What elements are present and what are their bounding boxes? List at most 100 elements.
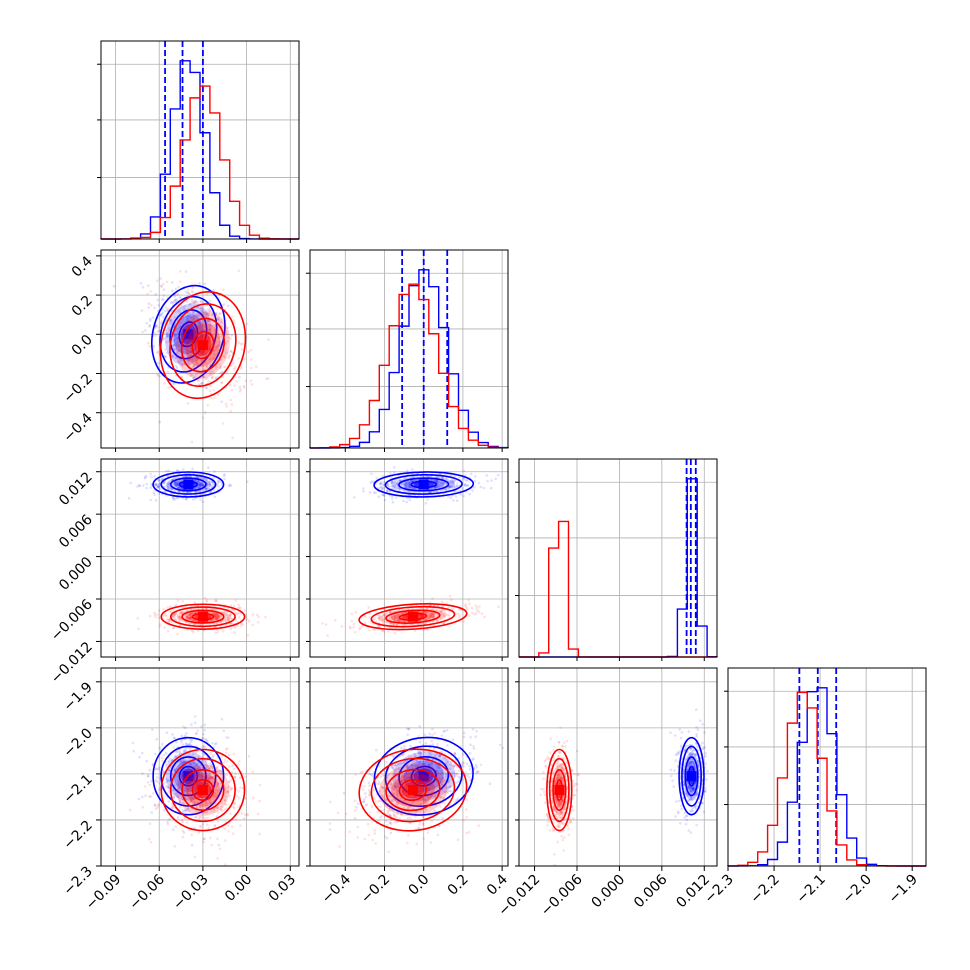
contour-series-0-level-2	[160, 745, 217, 807]
x-tick-label-1-1: −0.2	[358, 872, 393, 907]
histogram-panel-1	[309, 249, 509, 449]
contour-series-0-level-3	[678, 736, 705, 816]
density-peak-series-1	[554, 785, 565, 796]
panel-grid	[101, 668, 299, 867]
y-tick-label-2-3: 0.006	[56, 512, 96, 552]
density-peak-series-1	[407, 611, 418, 622]
density-peak-series-1	[197, 340, 208, 351]
contour-series-1-level-3	[160, 603, 246, 630]
density-peak-series-1	[407, 785, 418, 796]
contour-series-0-level-3	[151, 284, 226, 384]
x-tick-label-0-2: −0.03	[170, 872, 212, 914]
contour-series-1-level-0	[191, 330, 215, 360]
y-tick-label-3-2: −2.1	[60, 771, 95, 806]
contour-series-1-level-2	[169, 606, 236, 628]
x-tick-label-2-2: 0.000	[589, 872, 629, 912]
contour-series-0-level-0	[178, 321, 199, 348]
scatter-panel-0-1	[100, 249, 300, 449]
y-tick-label-2-4: 0.012	[56, 469, 96, 509]
contour-series-1-level-1	[552, 768, 567, 812]
x-tick-label-3-1: −2.2	[748, 872, 783, 907]
contour-series-0-level-1	[169, 756, 207, 797]
x-tick-label-2-1: −0.006	[538, 871, 586, 919]
scatter-panel-content	[321, 466, 500, 637]
x-tick-label-1-4: 0.4	[484, 871, 511, 898]
y-tick-label-3-3: −2.0	[60, 725, 95, 760]
x-tick-label-1-0: −0.4	[319, 871, 354, 906]
scatter-panel-2-3	[518, 667, 718, 867]
contour-series-0-level-3	[373, 471, 475, 498]
contour-series-1-level-1	[181, 768, 225, 812]
y-tick-label-2-2: 0.000	[56, 554, 96, 594]
contour-series-1-level-3	[160, 748, 246, 832]
panel-grid	[310, 250, 508, 448]
density-peak-series-1	[197, 611, 208, 622]
y-tick-label-2-0: −0.012	[48, 639, 96, 687]
scatter-panel-content	[328, 725, 508, 854]
contour-series-0-level-1	[684, 756, 699, 797]
contour-series-0-level-0	[178, 765, 198, 787]
contour-series-1-level-1	[385, 768, 441, 812]
contour-series-0-level-0	[178, 480, 198, 489]
contour-series-1-level-2	[169, 757, 236, 823]
contour-series-1-level-2	[370, 605, 456, 628]
y-tick-label-2-1: −0.006	[48, 596, 96, 644]
scatter-panel-0-2	[100, 458, 300, 658]
x-tick-label-1-2: 0.0	[405, 872, 432, 899]
contour-series-0-level-0	[687, 765, 696, 787]
density-peak-series-0	[686, 771, 697, 782]
x-tick-label-0-4: 0.03	[266, 872, 299, 905]
contour-series-0-level-2	[159, 295, 218, 373]
scatter-points-series-1	[328, 727, 483, 854]
x-tick-label-2-3: 0.006	[631, 871, 671, 911]
histogram-series-0	[309, 269, 509, 449]
contour-series-1-level-1	[180, 317, 225, 373]
contour-series-1-level-0	[398, 612, 428, 621]
scatter-panel-content	[539, 708, 709, 866]
x-tick-label-3-3: −2.0	[840, 872, 875, 907]
y-tick-label-1-1: −0.2	[60, 371, 95, 406]
y-tick-label-3-4: −1.9	[60, 679, 95, 714]
y-tick-label-1-0: −0.4	[60, 410, 95, 445]
y-tick-label-1-3: 0.2	[69, 293, 96, 320]
scatter-panel-content	[127, 466, 267, 637]
contour-series-1-level-3	[358, 748, 468, 832]
histogram-series-1	[309, 283, 509, 449]
y-tick-label-1-2: 0.0	[69, 332, 96, 359]
scatter-panel-content	[112, 269, 270, 444]
x-tick-label-3-4: −1.9	[886, 872, 921, 907]
panel-grid	[101, 41, 299, 239]
contour-series-1-level-3	[159, 291, 247, 400]
contour-series-1-level-3	[358, 603, 468, 631]
density-peak-series-0	[183, 329, 194, 340]
histogram-panel-3	[727, 667, 927, 867]
scatter-panel-0-3	[100, 667, 300, 867]
contour-series-1-level-2	[370, 757, 456, 823]
scatter-panel-1-2	[309, 458, 509, 658]
contour-series-1-level-2	[169, 303, 237, 387]
contour-series-0-level-3	[373, 736, 474, 816]
x-tick-label-0-1: −0.06	[126, 871, 168, 913]
contour-series-1-level-2	[548, 757, 570, 823]
scatter-panel-1-3	[309, 667, 509, 867]
contour-series-0-level-1	[398, 477, 450, 492]
histogram-panel-2	[518, 458, 718, 658]
contour-series-0-level-2	[384, 474, 463, 495]
scatter-panel-content	[128, 715, 262, 866]
panel-grid	[519, 459, 717, 657]
contour-series-1-level-1	[181, 609, 225, 624]
contour-series-0-level-2	[160, 474, 217, 495]
contour-series-1-level-0	[398, 779, 428, 802]
contour-series-0-level-0	[410, 480, 437, 489]
contour-series-0-level-3	[152, 471, 225, 498]
contour-series-0-level-1	[169, 477, 207, 492]
y-tick-label-1-4: 0.4	[69, 253, 96, 280]
contour-series-1-level-1	[385, 609, 441, 624]
density-peak-series-1	[197, 785, 208, 796]
density-peak-series-0	[183, 479, 194, 490]
contour-series-1-level-0	[191, 612, 215, 621]
y-tick-label-3-1: −2.2	[60, 817, 95, 852]
contour-series-1-level-0	[191, 779, 215, 801]
contour-series-0-level-2	[681, 745, 702, 807]
